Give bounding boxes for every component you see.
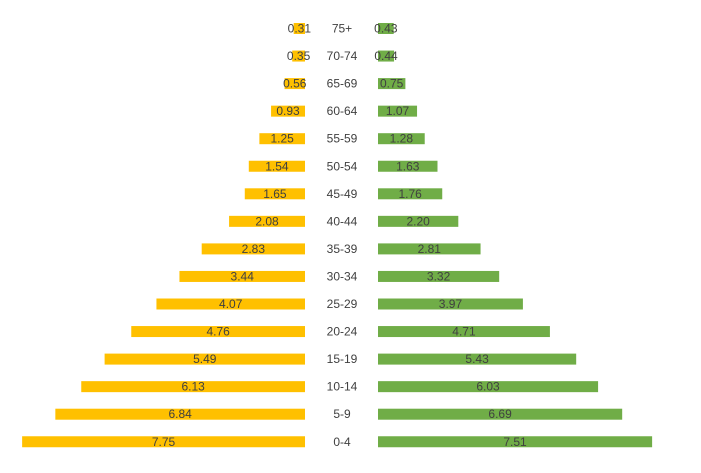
right-value-label-50-54: 1.63: [396, 159, 420, 173]
left-value-label-55-59: 1.25: [271, 132, 295, 146]
right-value-label-10-14: 6.03: [476, 380, 500, 394]
category-label-35-39: 35-39: [327, 242, 358, 256]
right-bar-35-39: [378, 243, 481, 255]
right-bar-25-29: [378, 298, 523, 310]
right-bar-40-44: [378, 215, 459, 227]
left-bar-0-4: [22, 436, 306, 448]
category-label-60-64: 60-64: [327, 104, 358, 118]
right-bar-50-54: [378, 160, 438, 172]
category-label-55-59: 55-59: [327, 132, 358, 146]
right-value-label-25-29: 3.97: [439, 297, 463, 311]
left-value-label-35-39: 2.83: [242, 242, 266, 256]
left-bar-50-54: [248, 160, 305, 172]
category-label-70-74: 70-74: [327, 49, 358, 63]
left-bar-70-74: [292, 50, 305, 62]
left-value-label-20-24: 4.76: [206, 325, 230, 339]
left-bar-65-69: [284, 78, 305, 90]
left-bar-5-9: [55, 408, 306, 420]
left-bar-20-24: [131, 326, 305, 338]
left-bar-60-64: [271, 105, 306, 117]
right-bar-55-59: [378, 133, 425, 145]
right-value-label-45-49: 1.76: [398, 187, 422, 201]
category-label-5-9: 5-9: [333, 407, 351, 421]
left-value-label-50-54: 1.54: [265, 159, 289, 173]
right-bar-0-4: [378, 436, 653, 448]
right-value-label-0-4: 7.51: [503, 435, 527, 449]
right-bar-15-19: [378, 353, 577, 365]
right-bar-5-9: [378, 408, 623, 420]
left-bar-25-29: [156, 298, 305, 310]
left-value-label-45-49: 1.65: [263, 187, 287, 201]
category-label-10-14: 10-14: [327, 380, 358, 394]
right-value-label-20-24: 4.71: [452, 325, 476, 339]
right-value-label-35-39: 2.81: [418, 242, 442, 256]
right-value-label-70-74: 0.44: [374, 49, 398, 63]
left-bar-55-59: [259, 133, 306, 145]
category-label-0-4: 0-4: [333, 435, 351, 449]
right-bar-65-69: [378, 78, 406, 90]
category-label-40-44: 40-44: [327, 214, 358, 228]
left-bar-45-49: [244, 188, 305, 200]
right-bar-45-49: [378, 188, 443, 200]
right-value-label-30-34: 3.32: [427, 269, 451, 283]
left-value-label-30-34: 3.44: [231, 269, 255, 283]
category-label-30-34: 30-34: [327, 269, 358, 283]
left-bar-40-44: [229, 215, 305, 227]
right-value-label-75: 0.43: [374, 22, 398, 36]
category-label-20-24: 20-24: [327, 325, 358, 339]
left-bar-30-34: [179, 270, 305, 282]
category-label-50-54: 50-54: [327, 159, 358, 173]
left-bar-15-19: [104, 353, 305, 365]
left-value-label-15-19: 5.49: [193, 352, 217, 366]
right-bar-30-34: [378, 270, 500, 282]
right-value-label-60-64: 1.07: [386, 104, 410, 118]
left-value-label-65-69: 0.56: [283, 77, 307, 91]
left-value-label-25-29: 4.07: [219, 297, 243, 311]
left-bar-10-14: [81, 381, 305, 393]
category-label-15-19: 15-19: [327, 352, 358, 366]
left-value-label-5-9: 6.84: [168, 407, 192, 421]
left-value-label-75: 0.31: [288, 22, 312, 36]
right-value-label-40-44: 2.20: [406, 214, 430, 228]
right-value-label-15-19: 5.43: [465, 352, 489, 366]
left-bar-35-39: [201, 243, 305, 255]
left-bar-75: [293, 23, 305, 34]
left-value-label-60-64: 0.93: [276, 104, 300, 118]
category-label-45-49: 45-49: [327, 187, 358, 201]
left-value-label-40-44: 2.08: [255, 214, 279, 228]
right-value-label-5-9: 6.69: [488, 407, 512, 421]
left-value-label-10-14: 6.13: [181, 380, 205, 394]
right-value-label-55-59: 1.28: [390, 132, 414, 146]
left-value-label-0-4: 7.75: [152, 435, 176, 449]
category-label-25-29: 25-29: [327, 297, 358, 311]
category-label-65-69: 65-69: [327, 77, 358, 91]
category-label-75: 75+: [332, 22, 352, 36]
right-value-label-65-69: 0.75: [380, 77, 404, 91]
right-bar-20-24: [378, 326, 550, 338]
right-bar-60-64: [378, 105, 418, 117]
right-bar-75: [378, 23, 394, 34]
right-bar-70-74: [378, 50, 395, 62]
left-value-label-70-74: 0.35: [287, 49, 311, 63]
right-bar-10-14: [378, 381, 599, 393]
